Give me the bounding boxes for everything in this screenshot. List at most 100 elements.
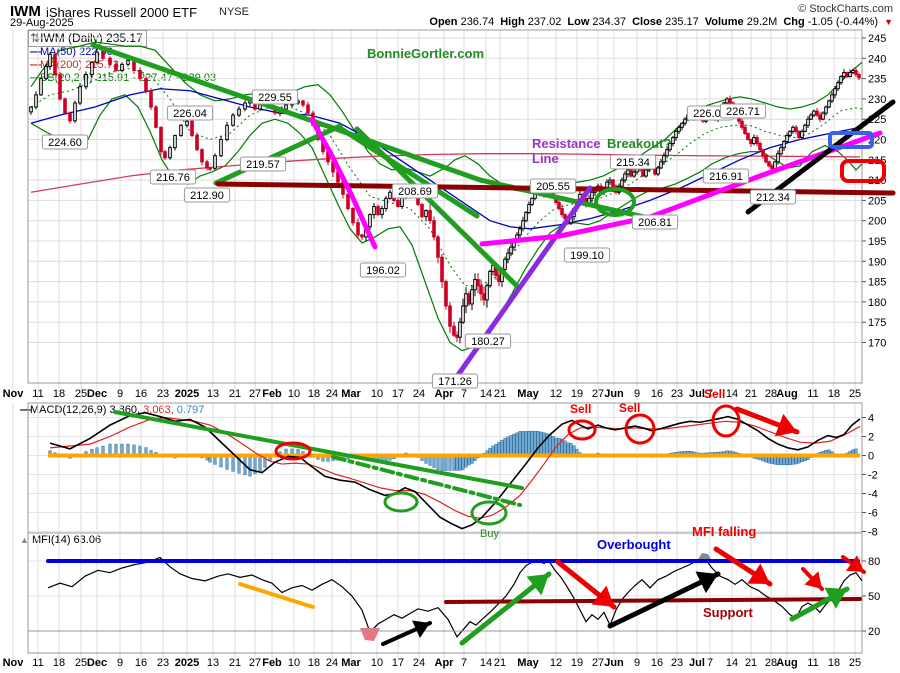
svg-text:-4: -4: [868, 489, 878, 501]
svg-text:2: 2: [868, 432, 874, 444]
macd-downtrend-dashdot: [331, 455, 522, 507]
red-circle-sell-2: [624, 413, 656, 445]
copyright: © StockCharts.com: [798, 3, 893, 15]
svg-text:175: 175: [868, 317, 886, 329]
price-label: 196.02: [359, 262, 407, 278]
svg-text:171.26: 171.26: [438, 376, 472, 388]
svg-text:50: 50: [868, 591, 880, 603]
price-label: 216.76: [149, 169, 197, 185]
price-label: 206.81: [631, 214, 679, 230]
x-axis-labels: Nov 11 18 25 Dec 9 16 23 2025 13 21 27 Feb 10 18 24 Mar 1…: [3, 388, 862, 669]
svg-text:24: 24: [413, 657, 425, 669]
svg-text:195: 195: [868, 236, 886, 248]
svg-text:24: 24: [326, 657, 338, 669]
svg-text:245: 245: [868, 33, 886, 45]
black-up-arrow-2: [607, 571, 721, 629]
svg-text:11: 11: [32, 388, 43, 400]
svg-text:21: 21: [494, 388, 506, 400]
svg-text:Jun: Jun: [604, 388, 624, 400]
magenta-curve-feb: [309, 117, 378, 250]
resistance-label-2: Line: [532, 151, 559, 166]
svg-text:-6: -6: [868, 508, 878, 520]
svg-text:18: 18: [53, 657, 65, 669]
svg-text:11: 11: [807, 388, 818, 400]
svg-text:Dec: Dec: [87, 388, 107, 400]
change-down-icon: ▼: [884, 17, 893, 27]
svg-text:Jul: Jul: [689, 388, 705, 400]
green-circle-buy-1: [383, 491, 419, 513]
watermark: BonnieGortler.com: [367, 46, 484, 61]
svg-text:Feb: Feb: [262, 657, 282, 669]
macd-line: [49, 411, 861, 530]
y-axis-labels: 2452402352302252202152102052001951901851…: [862, 33, 886, 638]
svg-text:25: 25: [849, 657, 861, 669]
chart-date: 29-Aug-2025: [10, 17, 74, 29]
svg-text:19: 19: [571, 657, 583, 669]
svg-text:235: 235: [868, 74, 886, 86]
svg-text:7: 7: [461, 388, 467, 400]
svg-text:10: 10: [371, 388, 383, 400]
svg-text:224.60: 224.60: [48, 137, 82, 149]
quote-chg: Chg -1.05 (-0.44%): [783, 16, 879, 28]
bb-lower-band: [30, 94, 863, 352]
price-label: 219.57: [239, 156, 287, 172]
svg-text:212.90: 212.90: [190, 190, 224, 202]
svg-text:212.34: 212.34: [756, 192, 790, 204]
downtrend-line-long: [90, 42, 665, 224]
svg-text:11: 11: [32, 657, 43, 669]
svg-text:Aug: Aug: [776, 388, 797, 400]
macd-signal-value: 3.063,: [143, 404, 174, 416]
sell-label-3: Sell: [704, 387, 725, 401]
svg-text:17: 17: [392, 657, 404, 669]
svg-text:23: 23: [671, 388, 683, 400]
svg-text:Nov: Nov: [3, 657, 25, 669]
buy-label: Buy: [480, 528, 499, 540]
ma50-legend: —MA(50) 222.96: [30, 46, 113, 58]
svg-text:18: 18: [308, 388, 320, 400]
price-label: 180.27: [464, 333, 512, 349]
svg-text:10: 10: [288, 388, 300, 400]
svg-text:16: 16: [135, 657, 147, 669]
svg-text:12: 12: [550, 657, 562, 669]
svg-text:205.55: 205.55: [536, 181, 570, 193]
svg-text:-2: -2: [868, 470, 878, 482]
svg-text:7: 7: [707, 388, 713, 400]
svg-text:0: 0: [868, 451, 874, 463]
svg-text:208.69: 208.69: [398, 186, 432, 198]
svg-text:20: 20: [868, 626, 880, 638]
resistance-label-1: Resistance: [532, 136, 601, 151]
sell-label-2: Sell: [619, 401, 640, 415]
svg-text:180: 180: [868, 297, 886, 309]
svg-text:10: 10: [288, 657, 300, 669]
svg-text:9: 9: [634, 388, 640, 400]
quote-low: Low 234.37: [567, 16, 627, 28]
price-label: 208.69: [391, 183, 439, 199]
svg-text:10: 10: [371, 657, 383, 669]
bb-legend: —BB(20,2.0) 215.91 - 227.47 - 239.03: [30, 72, 217, 84]
price-label: 199.10: [563, 247, 611, 263]
svg-text:180.27: 180.27: [471, 336, 505, 348]
svg-text:27: 27: [249, 388, 261, 400]
mfi-falling-label: MFI falling: [692, 524, 756, 539]
price-label: 212.34: [749, 189, 797, 205]
svg-text:24: 24: [413, 388, 425, 400]
svg-text:25: 25: [849, 388, 861, 400]
mfi-legend: ▲ MFI(14) 63.06: [20, 534, 102, 546]
svg-text:2025: 2025: [175, 657, 199, 669]
svg-text:226.71: 226.71: [726, 106, 760, 118]
svg-text:190: 190: [868, 256, 886, 268]
svg-text:185: 185: [868, 277, 886, 289]
svg-text:16: 16: [651, 657, 663, 669]
svg-text:226.05: 226.05: [693, 108, 727, 120]
svg-text:28: 28: [765, 657, 777, 669]
mfi-support-line: [444, 597, 862, 604]
support-label: Support: [703, 605, 753, 620]
svg-text:Dec: Dec: [87, 657, 107, 669]
svg-text:216.76: 216.76: [156, 172, 190, 184]
overbought-label: Overbought: [597, 537, 671, 552]
svg-text:9: 9: [117, 388, 123, 400]
price-label: 212.90: [183, 187, 231, 203]
